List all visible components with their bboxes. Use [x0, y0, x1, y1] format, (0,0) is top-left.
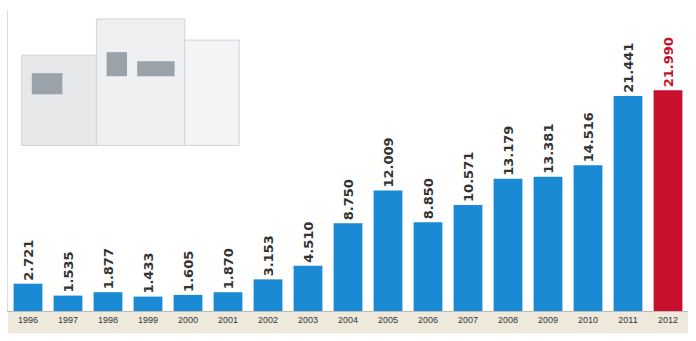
- svg-text:1997: 1997: [58, 315, 78, 325]
- svg-text:1998: 1998: [98, 315, 118, 325]
- svg-text:2010: 2010: [578, 315, 598, 325]
- svg-text:2006: 2006: [418, 315, 438, 325]
- svg-text:21.990: 21.990: [661, 37, 676, 87]
- svg-text:2007: 2007: [458, 315, 478, 325]
- svg-text:2009: 2009: [538, 315, 558, 325]
- svg-text:21.441: 21.441: [621, 43, 636, 93]
- svg-text:1.877: 1.877: [101, 248, 116, 289]
- svg-text:1999: 1999: [138, 315, 158, 325]
- svg-text:3.153: 3.153: [261, 235, 276, 276]
- svg-text:2.721: 2.721: [21, 240, 36, 281]
- svg-text:8.750: 8.750: [341, 179, 356, 220]
- svg-text:2005: 2005: [378, 315, 398, 325]
- svg-text:2000: 2000: [178, 315, 198, 325]
- svg-text:2008: 2008: [498, 315, 518, 325]
- svg-text:2004: 2004: [338, 315, 358, 325]
- svg-text:1996: 1996: [18, 315, 38, 325]
- svg-text:1.535: 1.535: [61, 251, 76, 292]
- svg-text:2003: 2003: [298, 315, 318, 325]
- svg-text:12.009: 12.009: [381, 137, 396, 187]
- svg-text:13.381: 13.381: [541, 124, 556, 174]
- svg-text:13.179: 13.179: [501, 126, 516, 176]
- svg-text:10.571: 10.571: [461, 152, 476, 202]
- svg-text:2011: 2011: [618, 315, 637, 325]
- svg-text:4.510: 4.510: [301, 222, 316, 263]
- svg-text:14.516: 14.516: [581, 112, 596, 162]
- svg-text:1.433: 1.433: [141, 252, 156, 293]
- svg-text:1.605: 1.605: [181, 251, 196, 292]
- svg-text:1.870: 1.870: [221, 248, 236, 289]
- svg-text:2012: 2012: [658, 315, 678, 325]
- svg-text:2001: 2001: [218, 315, 238, 325]
- svg-text:8.850: 8.850: [421, 178, 436, 219]
- svg-text:2002: 2002: [258, 315, 278, 325]
